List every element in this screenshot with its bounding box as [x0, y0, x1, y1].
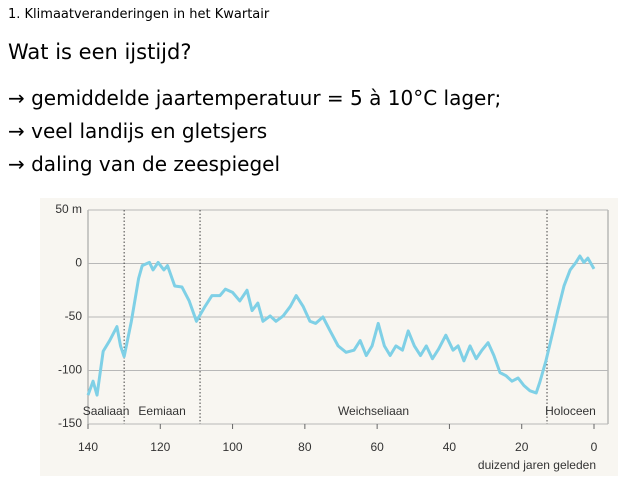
x-tick-label: 40 — [443, 440, 457, 454]
y-tick-label: 50 m — [55, 202, 82, 216]
x-tick-label: 120 — [150, 440, 170, 454]
bullet: → gemiddelde jaartemperatuur = 5 à 10°C … — [8, 86, 502, 110]
y-tick-label: -100 — [58, 363, 82, 377]
period-label: Holoceen — [545, 404, 596, 418]
period-label: Weichseliaan — [338, 404, 409, 418]
x-tick-label: 20 — [515, 440, 529, 454]
bullet: → daling van de zeespiegel — [8, 152, 281, 176]
bullet: → veel landijs en gletsjers — [8, 119, 268, 143]
y-tick-label: 0 — [75, 256, 82, 270]
x-tick-label: 140 — [78, 440, 98, 454]
y-tick-label: -150 — [58, 416, 82, 430]
y-tick-label: -50 — [65, 309, 83, 323]
section-title: 1. Klimaatveranderingen in het Kwartair — [8, 7, 270, 22]
x-tick-label: 100 — [223, 440, 243, 454]
x-tick-label: 60 — [370, 440, 384, 454]
x-axis-label: duizend jaren geleden — [478, 458, 596, 472]
period-label: Saaliaan — [83, 404, 130, 418]
period-label: Eemiaan — [138, 404, 185, 418]
x-tick-label: 80 — [298, 440, 312, 454]
sea-level-line — [86, 254, 596, 397]
x-tick-label: 0 — [591, 440, 598, 454]
question: Wat is een ijstijd? — [8, 40, 192, 64]
chart-background — [40, 198, 618, 476]
